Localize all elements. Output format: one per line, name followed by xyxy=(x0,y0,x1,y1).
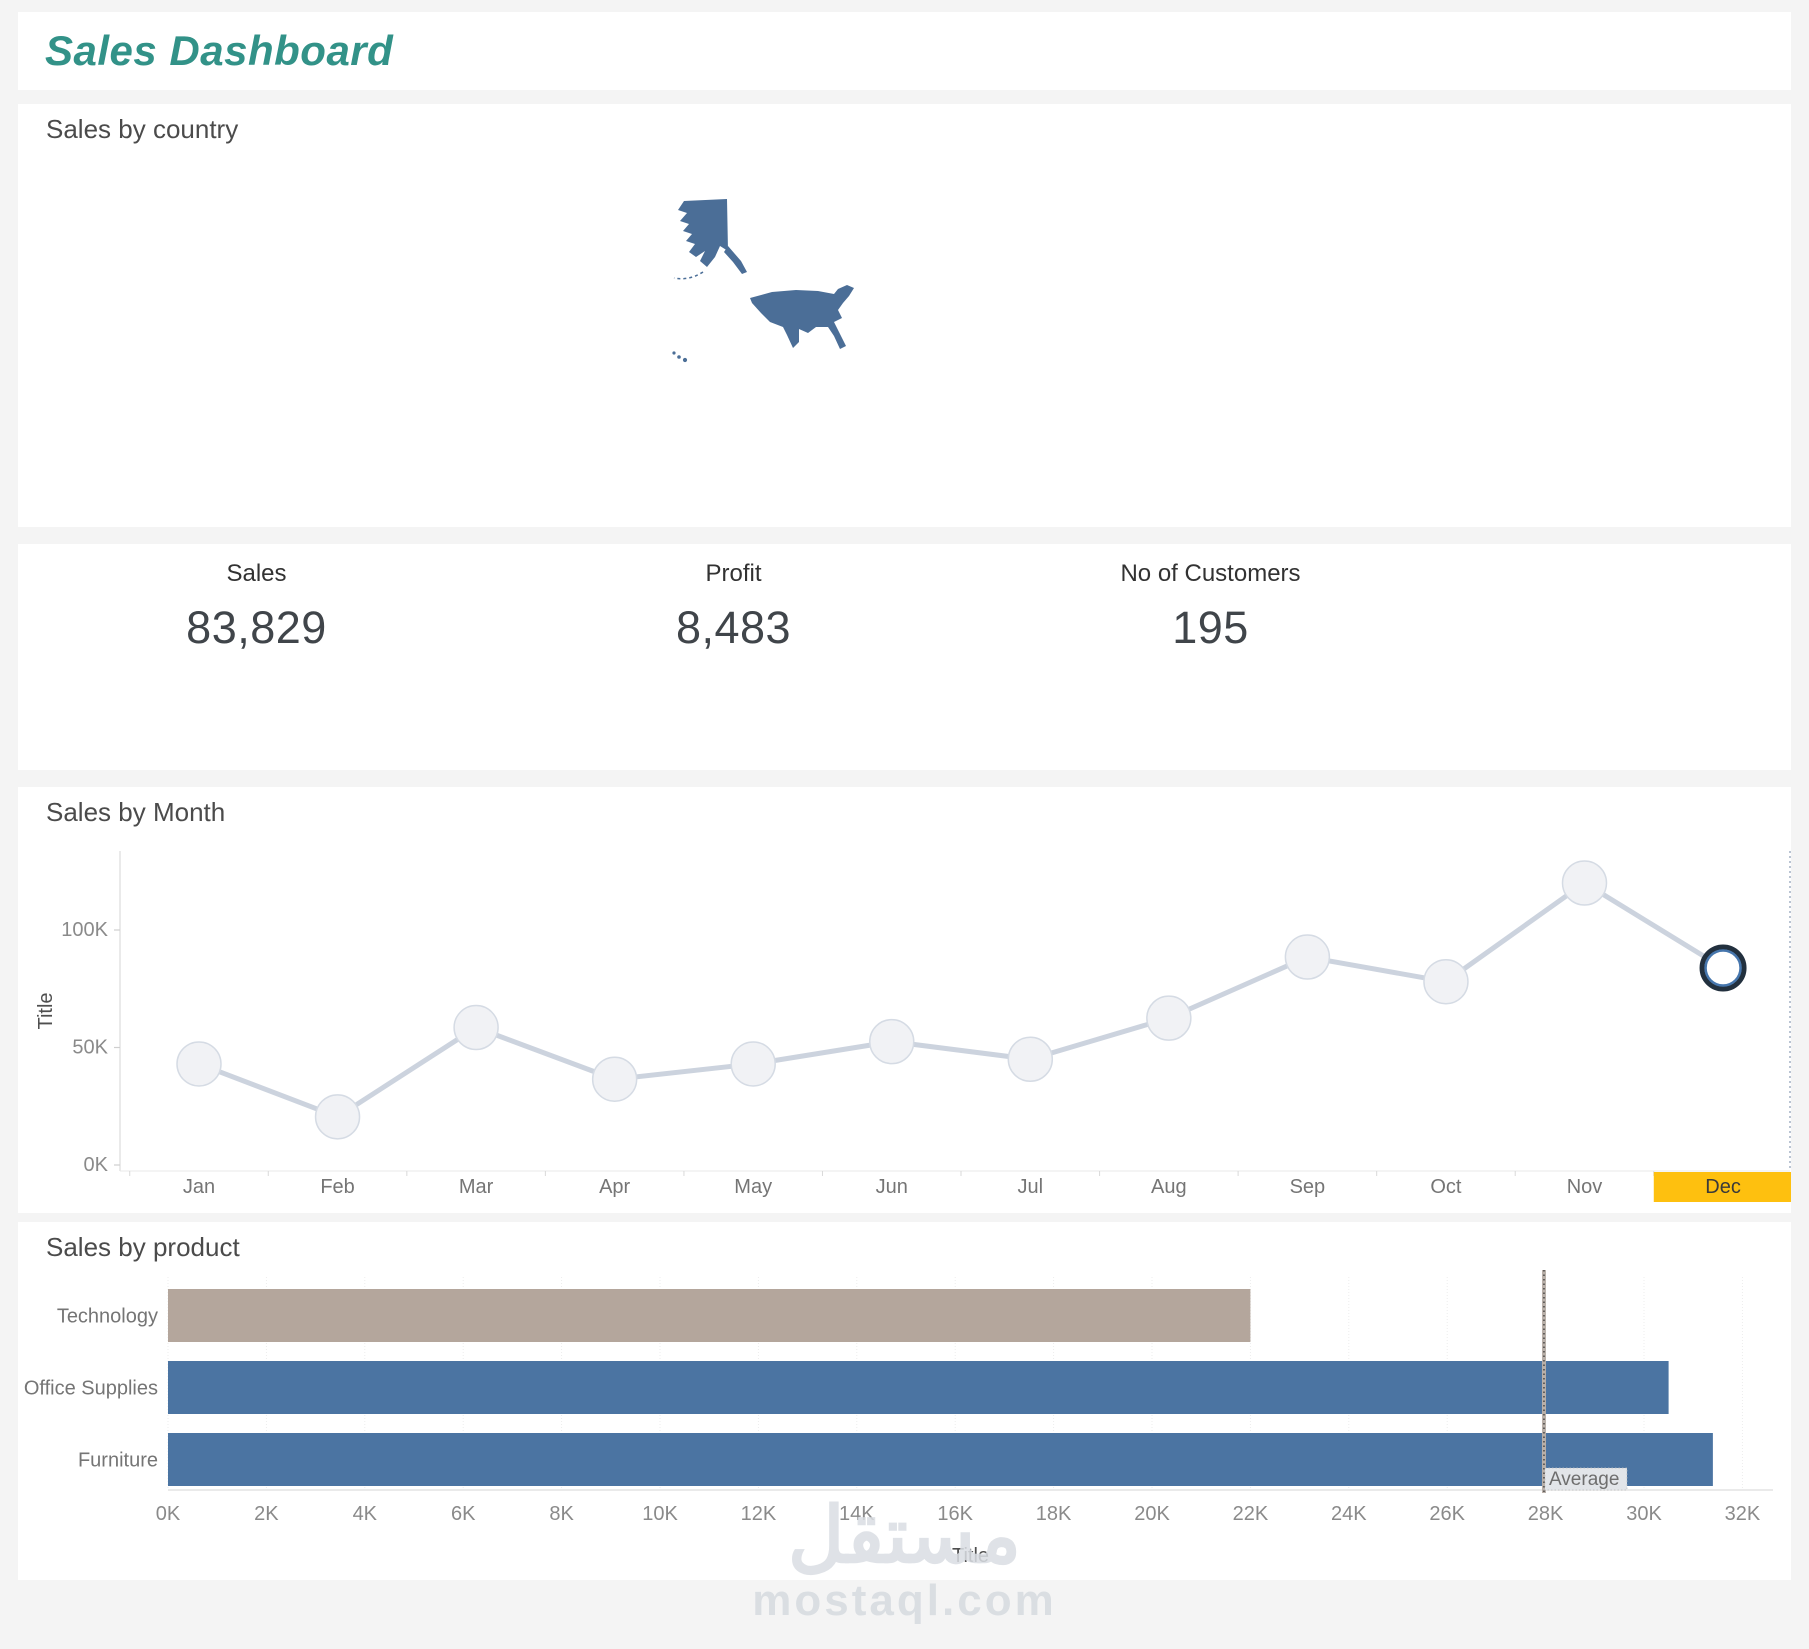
kpi-customers-label: No of Customers xyxy=(1120,560,1301,587)
month-chart-ytick: 50K xyxy=(72,1037,108,1059)
line-point-dec-inner-ring xyxy=(1704,949,1742,987)
kpi-sales-label: Sales xyxy=(226,560,287,587)
kpi-profit-value: 8,483 xyxy=(675,602,792,653)
us-map-alaska-panhandle-shape[interactable] xyxy=(724,246,747,274)
product-chart-xtick: 18K xyxy=(1036,1503,1072,1525)
kpi-sales: Sales 83,829 xyxy=(18,560,495,654)
bar-office-supplies[interactable] xyxy=(168,1361,1669,1414)
line-point-may[interactable] xyxy=(730,1041,776,1087)
month-chart-ytick: 0K xyxy=(84,1154,109,1176)
us-map-mainland-shape[interactable] xyxy=(750,285,854,349)
month-chart-xtick-mar: Mar xyxy=(459,1176,494,1198)
watermark-url: mostaql.com xyxy=(752,1576,1057,1625)
month-chart-xtick-dec: Dec xyxy=(1705,1176,1741,1198)
kpi-customers: No of Customers 195 xyxy=(972,560,1449,654)
kpi-card: Sales 83,829 Profit 8,483 No of Customer… xyxy=(18,544,1791,770)
kpi-customers-value: 195 xyxy=(1172,602,1249,653)
title-card: Sales Dashboard xyxy=(18,12,1791,90)
bar-technology[interactable] xyxy=(168,1289,1251,1342)
product-chart-xtick: 26K xyxy=(1429,1503,1465,1525)
average-line-label: Average xyxy=(1549,1469,1619,1490)
month-chart-xtick-jun: Jun xyxy=(876,1176,908,1198)
sales-line xyxy=(198,880,1725,1120)
sales-by-product-card: Sales by product 0K 2K 4K 6K 8K 10K 12K 14K 16K 1… xyxy=(18,1222,1791,1580)
line-point-sep[interactable] xyxy=(1284,934,1331,980)
product-category-label: Office Supplies xyxy=(24,1378,158,1400)
month-chart-xtick-feb: Feb xyxy=(320,1176,354,1198)
line-point-mar[interactable] xyxy=(453,1004,499,1051)
sales-by-product-header: Sales by product xyxy=(46,1232,240,1262)
us-map-hawaii-dot[interactable] xyxy=(677,355,681,359)
us-map-alaska-shape[interactable] xyxy=(678,199,728,267)
product-chart-xtick: 2K xyxy=(254,1503,279,1525)
product-chart-xtick: 6K xyxy=(451,1503,476,1525)
sales-by-country-header: Sales by country xyxy=(46,114,239,144)
kpi-sales-value: 83,829 xyxy=(186,602,327,653)
product-chart-xtick: 0K xyxy=(156,1503,181,1525)
product-chart-xtick: 12K xyxy=(741,1503,777,1525)
product-chart-xtick: 14K xyxy=(839,1503,875,1525)
month-chart-xtick-sep: Sep xyxy=(1290,1176,1326,1198)
line-point-apr[interactable] xyxy=(591,1056,638,1102)
sales-by-product-chart: 0K 2K 4K 6K 8K 10K 12K 14K 16K 18K 20K 22K 24K 26K 28K… xyxy=(24,1270,1773,1567)
line-point-jun[interactable] xyxy=(869,1018,915,1065)
product-chart-xtick: 10K xyxy=(642,1503,678,1525)
product-chart-xtick: 4K xyxy=(353,1503,378,1525)
line-point-jan[interactable] xyxy=(176,1041,222,1087)
bar-furniture[interactable] xyxy=(168,1433,1713,1486)
month-chart-xtick-oct: Oct xyxy=(1430,1176,1462,1198)
month-chart-ytick: 100K xyxy=(61,919,108,941)
product-chart-xtick: 16K xyxy=(937,1503,973,1525)
product-chart-xtick: 30K xyxy=(1626,1503,1662,1525)
kpi-profit-label: Profit xyxy=(705,560,762,587)
line-point-jul[interactable] xyxy=(1007,1036,1054,1082)
us-map xyxy=(672,199,854,363)
line-point-dec-selected[interactable] xyxy=(1699,944,1747,992)
us-map-hawaii-dot[interactable] xyxy=(682,357,688,363)
month-chart-ylabel: Title xyxy=(35,992,57,1029)
product-chart-xtick: 24K xyxy=(1331,1503,1367,1525)
month-chart-xtick-may: May xyxy=(734,1176,772,1198)
sales-by-country-card: Sales by country xyxy=(18,104,1791,527)
product-category-label: Technology xyxy=(57,1306,158,1328)
line-point-feb[interactable] xyxy=(314,1094,361,1140)
us-map-aleutians-shape xyxy=(673,271,704,280)
line-point-aug[interactable] xyxy=(1146,995,1192,1041)
month-chart-xtick-aug: Aug xyxy=(1151,1176,1187,1198)
month-chart-xtick-jul: Jul xyxy=(1018,1176,1044,1198)
product-chart-xtick: 22K xyxy=(1233,1503,1269,1525)
dashboard-title: Sales Dashboard xyxy=(45,27,394,74)
month-chart-xtick-nov: Nov xyxy=(1567,1176,1603,1198)
product-chart-xtick: 20K xyxy=(1134,1503,1170,1525)
sales-by-month-card: Sales by Month 0K 50K 100K Title Jan Feb Mar Ap… xyxy=(18,787,1791,1213)
product-category-label: Furniture xyxy=(78,1450,158,1472)
month-label-highlight-dec[interactable] xyxy=(1653,1172,1791,1202)
product-chart-xtick: 8K xyxy=(549,1503,574,1525)
month-chart-xtick-apr: Apr xyxy=(599,1176,630,1198)
product-chart-xlabel: Title xyxy=(952,1545,989,1567)
month-chart-xtick-jan: Jan xyxy=(183,1176,215,1198)
us-map-hawaii-dot[interactable] xyxy=(672,351,676,355)
product-chart-xtick: 28K xyxy=(1528,1503,1564,1525)
line-point-nov[interactable] xyxy=(1561,860,1608,906)
sales-by-month-chart: 0K 50K 100K Title Jan Feb Mar Apr May Jun Jul Aug Se… xyxy=(35,851,1791,1202)
kpi-profit: Profit 8,483 xyxy=(495,560,972,654)
line-point-oct[interactable] xyxy=(1423,958,1469,1005)
sales-by-month-header: Sales by Month xyxy=(46,797,226,827)
product-chart-xtick: 32K xyxy=(1725,1503,1761,1525)
